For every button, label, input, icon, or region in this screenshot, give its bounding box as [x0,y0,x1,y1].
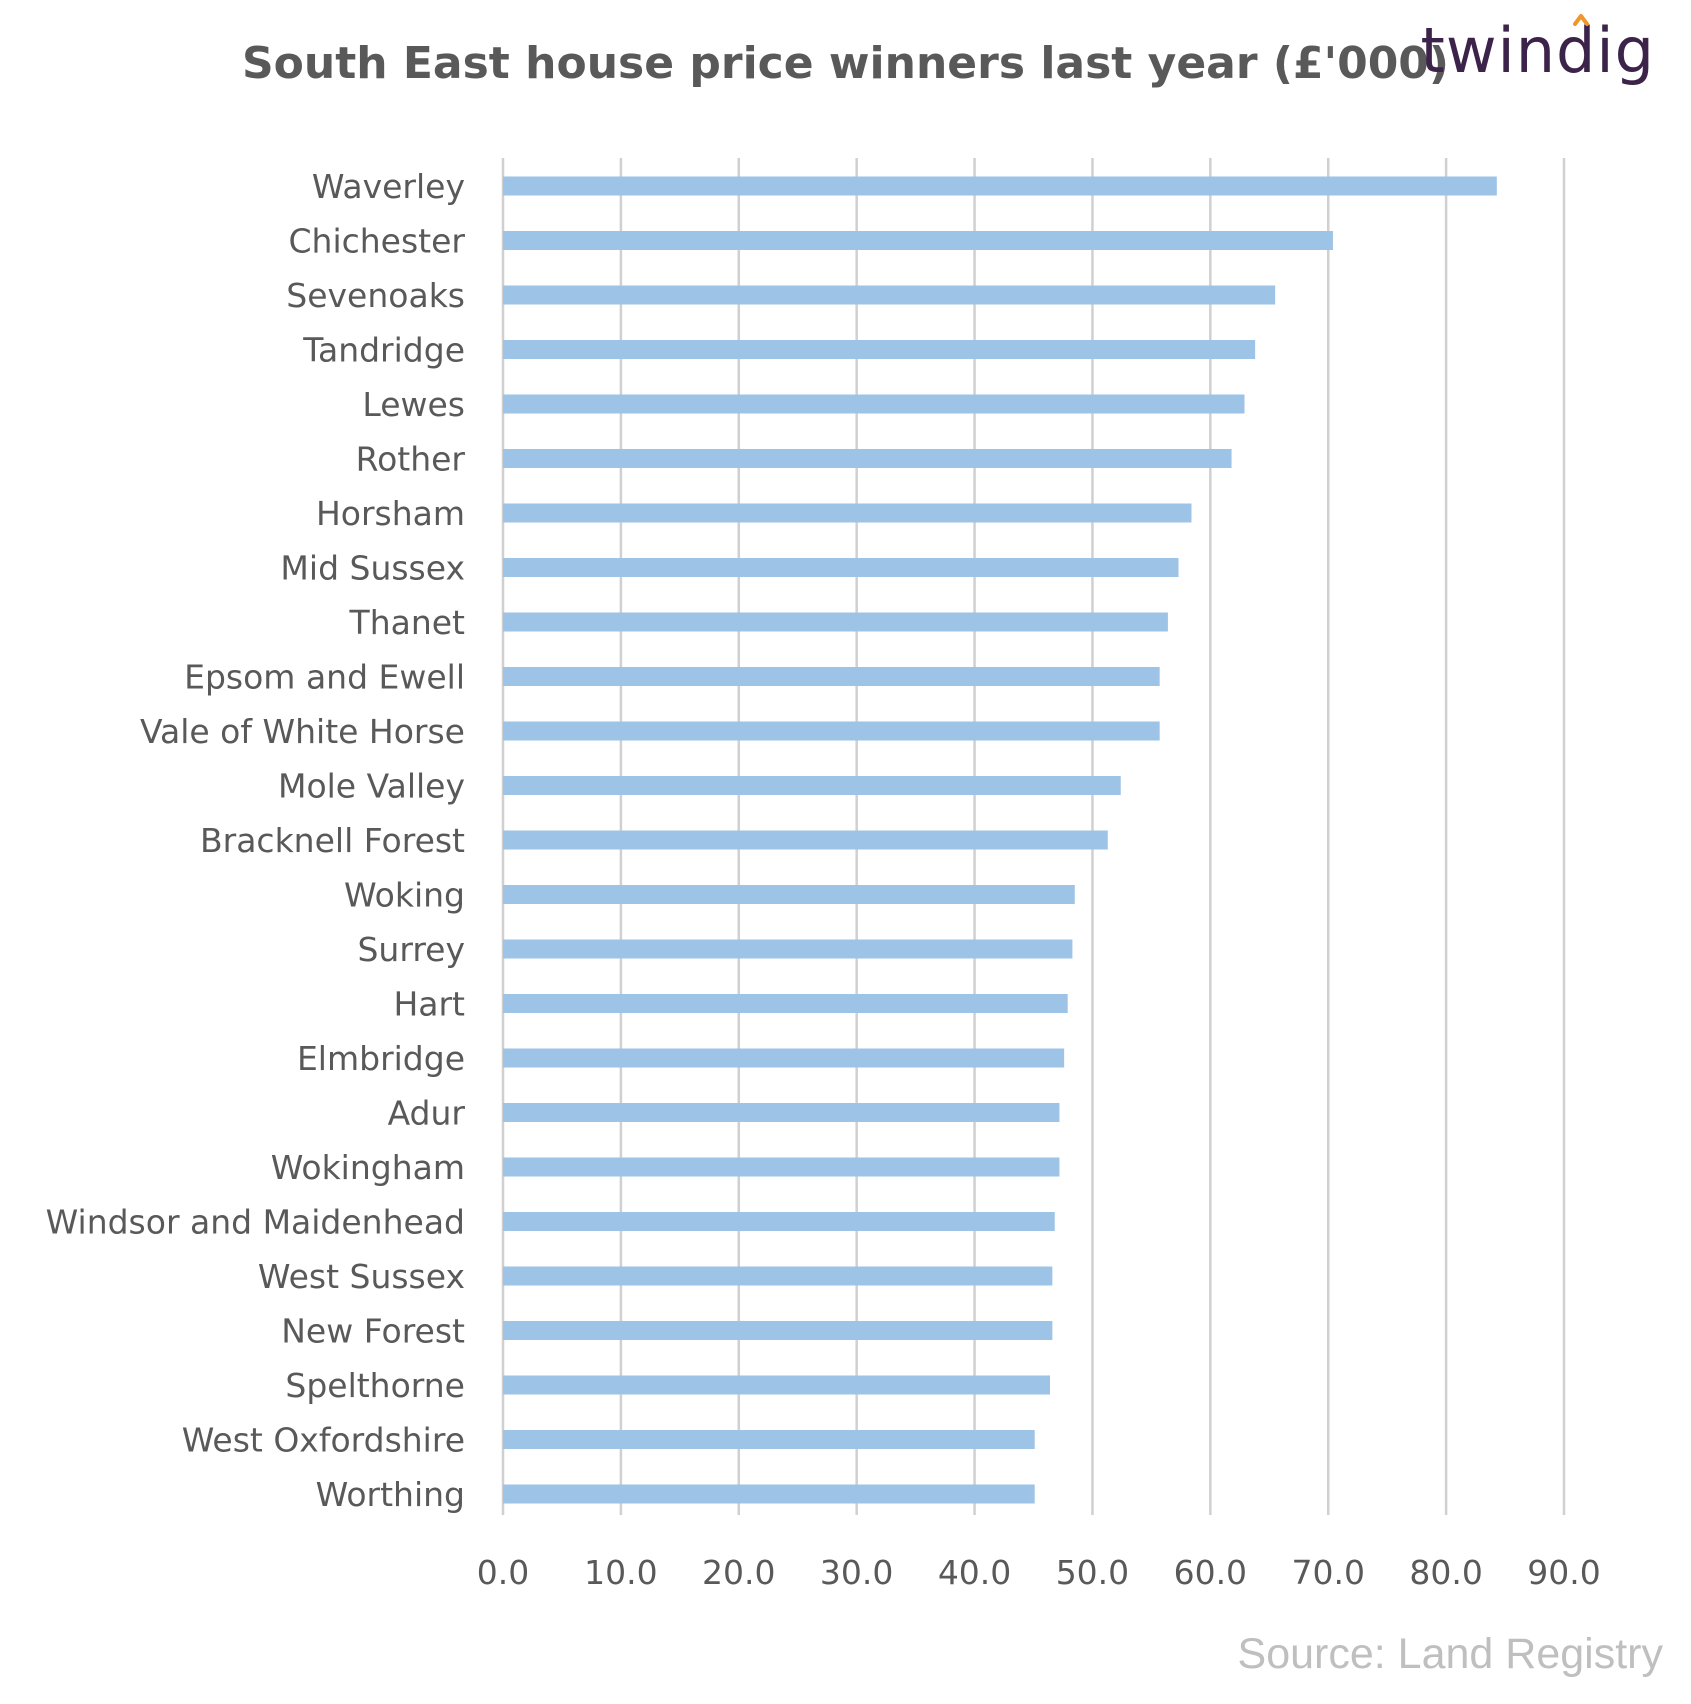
category-label: Woking [344,876,465,915]
category-label: Spelthorne [285,1366,465,1405]
category-label: Mole Valley [278,767,465,806]
category-label: Vale of White Horse [140,712,465,751]
bar [503,231,1333,250]
bar [503,503,1192,523]
bar [503,721,1160,741]
x-tick-label: 50.0 [1056,1553,1129,1592]
bar [503,830,1108,850]
bar [503,558,1179,577]
x-tick-label: 60.0 [1174,1553,1247,1592]
bar [503,1212,1055,1231]
category-label: Bracknell Forest [200,821,465,860]
category-label: Rother [356,440,466,479]
bar [503,1430,1035,1449]
category-label: West Sussex [258,1257,465,1296]
category-label: Elmbridge [297,1039,465,1078]
bar [503,394,1245,414]
bar [503,285,1276,305]
category-label: Surrey [357,930,465,969]
x-tick-label: 90.0 [1527,1553,1600,1592]
bar [503,1103,1060,1122]
category-labels: Waverley Chichester Sevenoaks Tandridge Lewe… [46,167,466,1514]
x-tick-label: 10.0 [584,1553,657,1592]
bar [503,449,1232,468]
category-label: New Forest [281,1312,465,1351]
category-label: Windsor and Maidenhead [46,1203,465,1242]
x-tick-label: 30.0 [820,1553,893,1592]
bars [503,176,1497,1504]
bar [503,667,1160,686]
category-label: Chichester [289,222,466,261]
chart-title: South East house price winners last year… [241,38,1450,89]
category-label: Mid Sussex [280,549,465,588]
bar [503,1375,1051,1395]
category-label: Worthing [316,1475,465,1514]
category-label: Wokingham [271,1148,465,1187]
logo-text: twindig [1420,14,1655,87]
category-label: Thanet [349,603,466,642]
bar [503,340,1256,359]
bar [503,1048,1065,1068]
category-label: West Oxfordshire [182,1421,465,1460]
bar [503,1157,1060,1177]
x-tick-labels: 0.0 10.0 20.0 30.0 40.0 50.0 60.0 70.0 80.0 90.0 [477,1553,1601,1592]
x-tick-label: 20.0 [702,1553,775,1592]
x-tick-label: 70.0 [1291,1553,1364,1592]
bar [503,776,1121,795]
category-label: Hart [393,985,465,1024]
category-label: Tandridge [302,331,465,370]
bar [503,1321,1053,1340]
x-tick-label: 0.0 [477,1553,529,1592]
category-label: Lewes [362,385,465,424]
bar [503,612,1168,632]
bar [503,939,1073,959]
bar [503,176,1497,196]
source-note: Source: Land Registry [1237,1630,1663,1678]
bar [503,885,1075,904]
bar [503,1484,1035,1504]
logo-roof-icon [1572,14,1589,26]
category-label: Sevenoaks [286,276,465,315]
x-tick-label: 80.0 [1409,1553,1482,1592]
category-label: Epsom and Ewell [184,658,465,697]
category-label: Horsham [316,494,465,533]
bar [503,994,1068,1013]
category-label: Waverley [312,167,465,206]
bar [503,1266,1053,1286]
twindig-logo: twindig [1421,14,1655,87]
category-label: Adur [388,1094,466,1133]
x-tick-label: 40.0 [938,1553,1011,1592]
